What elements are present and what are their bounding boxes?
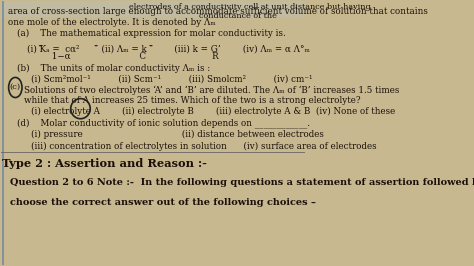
Text: choose the correct answer out of the following choices –: choose the correct answer out of the fol… [10, 198, 316, 207]
Text: (a)    The mathematical expression for molar conductivity is.: (a) The mathematical expression for mola… [18, 28, 286, 38]
Text: (i) Kₐ =  cα²        (ii) Λₘ = k          (iii) k = G’        (iv) Λₘ = α Λ°ₘ: (i) Kₐ = cα² (ii) Λₘ = k (iii) k = G’ (i… [27, 44, 310, 53]
Text: (b)    The units of molar conductivity Λₘ is :: (b) The units of molar conductivity Λₘ i… [18, 64, 211, 73]
Text: area of cross-section large enough to accommodate sufficient volume of solution : area of cross-section large enough to ac… [9, 7, 428, 16]
Bar [1, 1, 4, 265]
Text: (i) Scm²mol⁻¹          (ii) Scm⁻¹          (iii) Smolcm²          (iv) cm⁻¹: (i) Scm²mol⁻¹ (ii) Scm⁻¹ (iii) Smolcm² (… [31, 75, 313, 84]
Text: while that of A increases 25 times. Which of the two is a strong electrolyte?: while that of A increases 25 times. Whic… [24, 97, 360, 106]
Text: 1−α                         C                        R: 1−α C R [27, 52, 218, 61]
Text: Type 2 : Assertion and Reason :-: Type 2 : Assertion and Reason :- [2, 158, 207, 169]
Text: (i) electrolyte A        (ii) electrolyte B        (iii) electrolyte A & B  (iv): (i) electrolyte A (ii) electrolyte B (ii… [31, 107, 395, 116]
Text: electrodes of a conductivity cell at unit distance but having: electrodes of a conductivity cell at uni… [128, 3, 370, 11]
Text: one mole of the electrolyte. It is denoted by Λₘ: one mole of the electrolyte. It is denot… [9, 18, 216, 27]
Text: (c): (c) [10, 83, 21, 91]
Bar [0, 1, 305, 16]
Text: (iii) concentration of electrolytes in solution      (iv) surface area of electr: (iii) concentration of electrolytes in s… [31, 142, 377, 151]
Text: conductance of the: conductance of the [199, 12, 276, 20]
Text: (i) pressure                                    (ii) distance between electrodes: (i) pressure (ii) distance between elect… [31, 130, 324, 139]
Text: Question 2 to 6 Note :-  In the following questions a statement of assertion fol: Question 2 to 6 Note :- In the following… [10, 178, 474, 187]
Text: (d)    Molar conductivity of ionic solution depends on ____________.: (d) Molar conductivity of ionic solution… [18, 118, 310, 128]
Text: Solutions of two electrolytes ‘A’ and ‘B’ are diluted. The Λₘ of ‘B’ increases 1: Solutions of two electrolytes ‘A’ and ‘B… [24, 86, 399, 95]
